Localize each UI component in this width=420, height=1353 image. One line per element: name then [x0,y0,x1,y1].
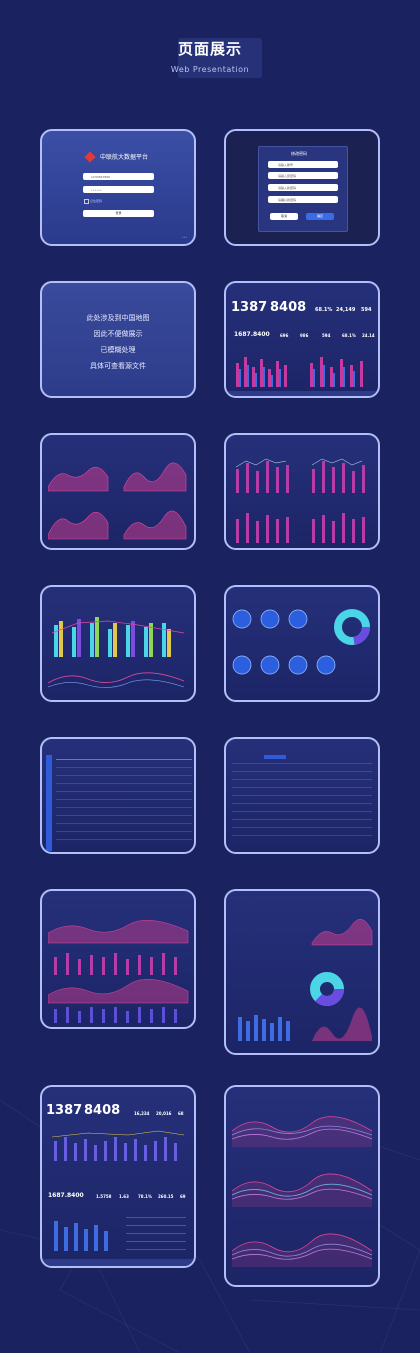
mixed-chart-card[interactable] [40,585,196,702]
username-field[interactable] [83,173,154,180]
dots-icon: ••• [182,235,188,239]
table-row[interactable] [56,775,192,776]
table-row[interactable] [56,815,192,816]
dashboard-bar-line-chart [51,1130,185,1161]
sub-stat-3: 594 [322,333,331,338]
table-sidebar[interactable] [46,755,52,851]
mixed-bar-line-chart [48,617,185,688]
confirm-password-placeholder: 请确认新密码 [278,198,297,202]
login-screen-card[interactable]: 中联航大数据平台 1234567890 •••••• 记住密码 登录 ••• [40,129,196,246]
dashboard-nav-bar[interactable] [42,1259,194,1266]
stat-3: 68 [178,1111,184,1116]
pie-area-card[interactable] [224,889,380,1055]
title-backdrop [178,38,262,78]
password-value: •••••• [91,188,102,192]
dashboard-overview-card[interactable]: 1387 8408 68.1% 24,149 594 1687.8400 696… [224,281,380,398]
account-placeholder: 请输入账号 [278,163,294,167]
sub-stat-4: 68.1% [342,333,356,338]
table-row[interactable] [56,791,192,792]
table-row[interactable] [56,823,192,824]
sub-value: 1687.8400 [48,1192,84,1199]
new-password-placeholder: 请输入新密码 [278,186,297,190]
stat-1: 68.1% [315,307,333,313]
stat-2: 20,016 [156,1111,172,1116]
dashboard-bottom-charts [54,1217,186,1251]
table-sidebar-card[interactable] [40,737,196,854]
table-row[interactable] [232,819,372,820]
table-row[interactable] [232,771,372,772]
old-password-field[interactable] [268,172,338,179]
sub-stat-5: 69 [180,1194,186,1199]
remember-checkbox[interactable] [84,199,89,204]
sub-stat-3: 78.1% [138,1194,152,1199]
account-field[interactable] [268,161,338,168]
big-value-2: 8408 [84,1103,121,1118]
table-row[interactable] [232,795,372,796]
table-row[interactable] [232,779,372,780]
stat-1: 16,234 [134,1111,150,1116]
active-tab[interactable] [264,755,286,759]
table-row[interactable] [56,831,192,832]
table-row[interactable] [56,767,192,768]
login-button[interactable]: 登录 [83,210,154,217]
sub-stat-4: 260.15 [158,1194,174,1199]
table-row[interactable] [232,835,372,836]
change-password-title: 修改密码 [291,151,307,156]
grouped-bar-charts [235,458,365,543]
table-row[interactable] [232,827,372,828]
gauges-card[interactable] [224,585,380,702]
table-row[interactable] [232,803,372,804]
map-notice-line-3: 已模糊处理 [100,346,136,354]
pie-area-charts [238,919,373,1041]
big-value-1: 1387 [231,300,268,315]
table-card[interactable] [224,737,380,854]
wave-line-charts [232,1116,373,1267]
username-value: 1234567890 [91,175,111,179]
table-row[interactable] [56,807,192,808]
cancel-button[interactable]: 取消 [270,213,298,220]
map-notice-card: 此处涉及到中国地图 因此不便做展示 已模糊处理 具体可查看源文件 [40,281,196,398]
sub-stat-1: 1.5758 [96,1194,112,1199]
old-password-placeholder: 请输入原密码 [278,174,297,178]
area-chart-grid [48,462,187,540]
sub-value: 1687.8400 [234,331,270,338]
platform-name: 中联航大数据平台 [100,154,149,161]
big-value-1: 1387 [46,1103,83,1118]
table-row[interactable] [232,787,372,788]
change-password-card[interactable]: 修改密码 请输入账号 请输入原密码 请输入新密码 请确认新密码 取消 确定 [224,129,380,246]
logo-icon [84,151,96,163]
sub-stat-5: 24.14 [362,333,375,338]
remember-label: 记住密码 [90,199,103,203]
big-value-2: 8408 [270,300,307,315]
page-subtitle: Web Presentation [170,65,250,74]
wave-charts-card[interactable] [224,1085,380,1287]
map-notice-line-4: 具体可查看源文件 [90,362,146,370]
table-row[interactable] [56,783,192,784]
map-notice-line-1: 此处涉及到中国地图 [86,314,150,322]
table-row[interactable] [232,811,372,812]
gauge-circles [232,609,370,675]
sub-stat-1: 696 [280,333,289,338]
confirm-button[interactable]: 确定 [306,213,334,220]
table-row[interactable] [56,799,192,800]
dashboard-detail-card[interactable]: 1387 8408 16,234 20,016 68 1687.8400 1.5… [40,1085,196,1268]
area-charts-card[interactable] [40,433,196,550]
table-header-line [56,759,192,760]
table-row[interactable] [232,763,372,764]
confirm-password-field[interactable] [268,196,338,203]
dashboard-bar-charts [236,357,363,387]
sub-stat-2: 1.63 [119,1194,129,1199]
grouped-bars-card[interactable] [224,433,380,550]
stacked-area-bar-charts [48,920,189,1023]
stacked-charts-card[interactable] [40,889,196,1029]
map-notice-line-2: 因此不便做展示 [93,330,143,338]
page-title: 页面展示 [177,40,242,58]
table-row[interactable] [56,839,192,840]
password-field[interactable] [83,186,154,193]
sub-stat-2: 986 [300,333,309,338]
stat-2: 24,149 [336,307,356,313]
dashboard-nav-bar[interactable] [226,391,378,396]
new-password-field[interactable] [268,184,338,191]
stat-3: 594 [361,307,372,313]
